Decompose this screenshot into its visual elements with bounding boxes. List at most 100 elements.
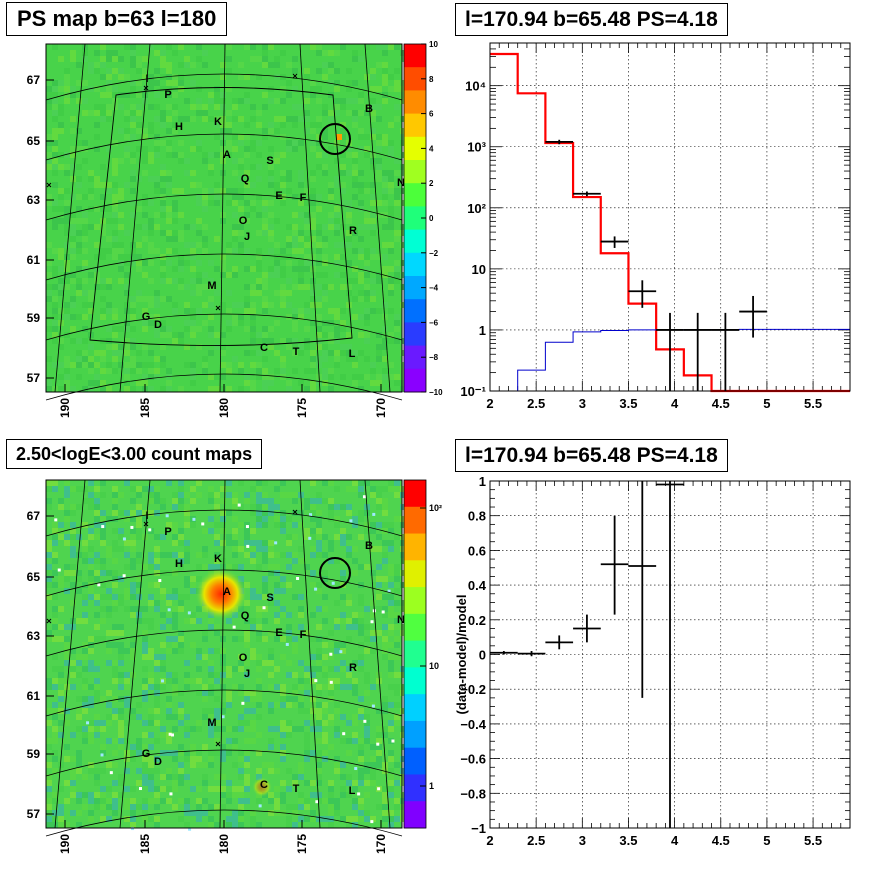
- x-tick-label: 2: [486, 396, 493, 411]
- y-tick-label: 63: [27, 629, 41, 643]
- source-label: A: [223, 586, 231, 598]
- colorbar-segment: [404, 533, 426, 561]
- y-tick-label: 59: [27, 311, 41, 325]
- latitude-line: [45, 629, 403, 657]
- x-tick-label: 3: [579, 833, 586, 848]
- colorbar-tick-label: 4: [429, 144, 434, 153]
- residual-panel: 2 2.5 3 3.5 4 4.5 5 5.5 −1 −0.8 −0.6 −0.4 −0.2 0 0.2 0.…: [448, 436, 896, 872]
- x-tick-label: 4.5: [712, 396, 730, 411]
- ps-map-title: PS map b=63 l=180: [6, 2, 228, 36]
- latitude-line: [45, 749, 403, 777]
- longitude-line: [364, 43, 391, 393]
- data-point: [628, 481, 657, 698]
- source-cross: [215, 305, 221, 311]
- latitude-line: [45, 313, 403, 341]
- source-label: M: [207, 717, 216, 729]
- spectrum-chart: 2 2.5 3 3.5 4 4.5 5 5.5 10⁻¹ 1 10 10² 10³ 10⁴: [460, 42, 851, 411]
- x-tick-label: 175: [295, 398, 309, 418]
- faint-source: [252, 777, 272, 797]
- source-label: O: [239, 652, 248, 664]
- source-cross: [143, 85, 149, 91]
- longitude-line: [364, 479, 391, 829]
- colorbar-segment: [404, 640, 426, 668]
- source-label: C: [260, 342, 268, 354]
- source-label: T: [293, 346, 300, 358]
- y-tick-label: 0.2: [468, 613, 486, 628]
- colorbar-segment: [404, 183, 426, 207]
- latitude-line: [45, 509, 403, 537]
- colorbar-segment: [404, 368, 426, 393]
- colorbar-segment: [404, 299, 426, 323]
- map-pixels: [46, 480, 406, 831]
- x-tick-label: 5: [763, 396, 770, 411]
- colorbar-tick-label: 6: [429, 110, 434, 119]
- spectrum-title: l=170.94 b=65.48 PS=4.18: [455, 3, 728, 36]
- ps-map: I P H K B A S Q N E F OJ R M GD C T L 67 65 63 61 59 57 190 185 18…: [27, 40, 443, 418]
- y-tick-label: 0.6: [468, 543, 486, 558]
- x-tick-label: 3.5: [619, 396, 637, 411]
- source-label: F: [300, 629, 307, 641]
- source-label: R: [349, 225, 357, 237]
- colorbar-frame: [403, 479, 427, 829]
- y-tick-label: 63: [27, 193, 41, 207]
- x-tick-label: 4: [671, 833, 679, 848]
- colorbar-segment: [404, 587, 426, 615]
- x-tick-label: 5: [763, 833, 770, 848]
- x-tick-label: 190: [58, 834, 72, 854]
- source-cross: [46, 182, 52, 188]
- x-tick-label: 180: [217, 834, 231, 854]
- data-point: [545, 635, 574, 650]
- colorbar-segment: [404, 560, 426, 588]
- map-pixels: [46, 44, 406, 392]
- latitude-line: [45, 689, 403, 717]
- source-cross: [215, 741, 221, 747]
- source-label: B: [365, 540, 373, 552]
- target-circle: [319, 123, 351, 155]
- count-map-panel: I P H K B A S Q N E F O J R M G D C T L 67 65 63 61 59 57 190 185 18…: [0, 436, 448, 872]
- source-label: E: [275, 627, 282, 639]
- latitude-line: [45, 253, 403, 281]
- y-tick-label: 57: [27, 371, 41, 385]
- data-point: [573, 614, 601, 643]
- source-label: K: [214, 553, 222, 565]
- data-point: [656, 312, 684, 391]
- y-tick-label: 65: [27, 134, 41, 148]
- colorbar-segment: [404, 480, 426, 508]
- count-map: I P H K B A S Q N E F OJ R M GD C T L 67 65 63 61 59 57 190 185 18…: [27, 479, 442, 854]
- colorbar-tick-label: 10²: [429, 503, 442, 513]
- source-label: C: [260, 779, 268, 791]
- y-tick-label: 10³: [467, 140, 486, 155]
- y-tick-label: 10²: [467, 201, 486, 216]
- source-label: P: [164, 89, 171, 101]
- x-tick-label: 3: [579, 396, 586, 411]
- colorbar-segment: [404, 276, 426, 300]
- colorbar-segment: [404, 252, 426, 277]
- y-tick-label: −0.2: [460, 682, 486, 697]
- colorbar-segment: [404, 229, 426, 254]
- source-label: S: [266, 155, 273, 167]
- latitude-line: [45, 809, 403, 837]
- y-tick-label: 1: [479, 323, 486, 338]
- colorbar-segment: [404, 613, 426, 642]
- colorbar-tick-label: −8: [429, 353, 439, 362]
- series-line: [490, 52, 850, 393]
- source-label: H: [175, 121, 183, 133]
- data-point: [711, 312, 740, 391]
- data-point: [545, 139, 574, 145]
- target-circle: [319, 557, 351, 589]
- x-tick-label: 2.5: [527, 396, 545, 411]
- y-tick-label: 67: [27, 509, 41, 523]
- data-point: [683, 312, 712, 391]
- source-label: R: [349, 662, 357, 674]
- y-tick-label: 0.8: [468, 509, 486, 524]
- plot-frame: [489, 480, 851, 829]
- source-label: G: [142, 748, 151, 760]
- longitude-line: [299, 479, 321, 829]
- colorbar-segment: [404, 667, 426, 695]
- source-label: Q: [241, 173, 250, 185]
- source-label: D: [154, 319, 162, 331]
- data-point: [517, 651, 546, 657]
- x-tick-label: 4: [671, 396, 679, 411]
- x-tick-label: 180: [217, 398, 231, 418]
- colorbar-segment: [404, 136, 426, 161]
